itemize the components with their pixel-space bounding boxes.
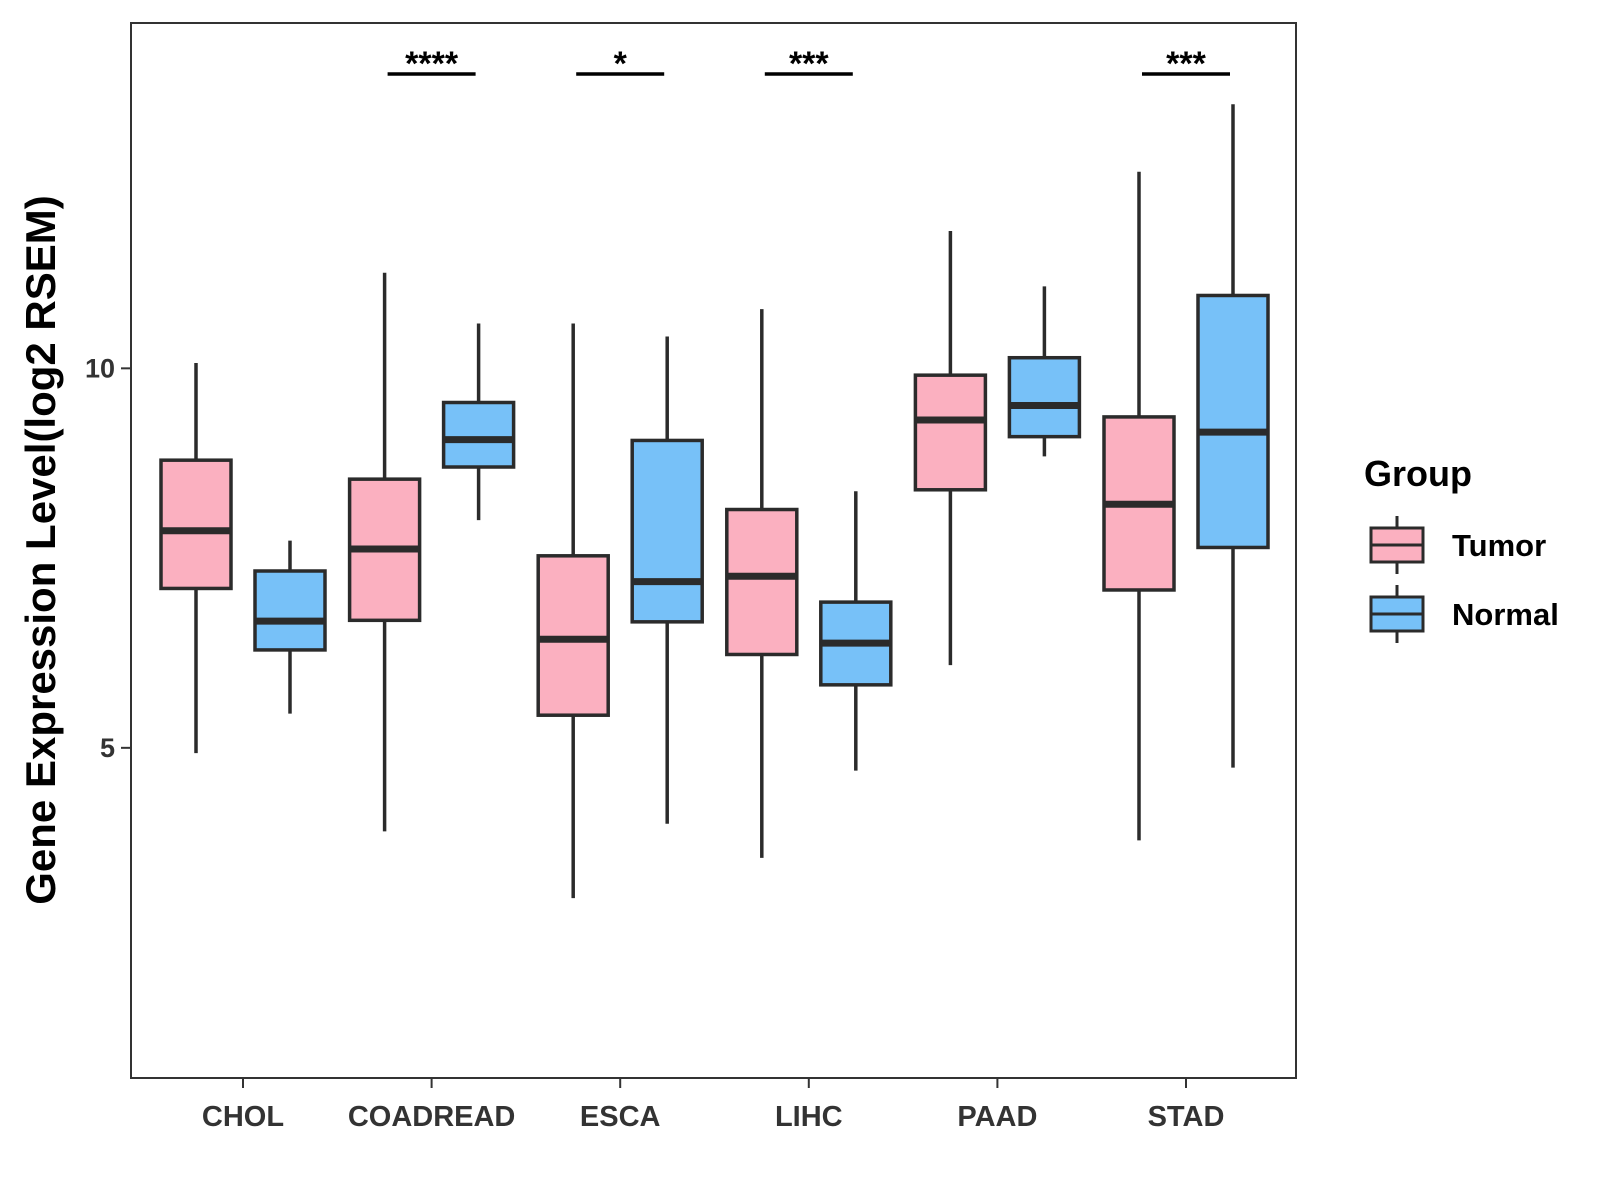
significance-label: * [614, 45, 628, 83]
box-body [1007, 355, 1082, 439]
legend-item-tumor: Tumor [1369, 516, 1546, 574]
x-tick-label: LIHC [775, 1101, 843, 1133]
box-body [913, 373, 988, 492]
y-axis: 5 10 [85, 353, 131, 763]
plot-panel [130, 22, 1297, 1079]
x-tick-label: PAAD [957, 1101, 1037, 1133]
box-chol-normal [253, 540, 327, 714]
y-tick-label: 5 [100, 733, 115, 763]
significance-label: *** [789, 45, 829, 83]
box-coadread-normal [441, 323, 516, 521]
significance-label: *** [1166, 45, 1206, 83]
significance-coadread: **** [387, 45, 476, 83]
box-body [159, 458, 233, 591]
box-chol-tumor [159, 363, 233, 754]
legend-label: Tumor [1452, 528, 1546, 563]
significance-esca: * [576, 45, 665, 83]
box-esca-tumor [536, 323, 610, 899]
legend-label: Normal [1452, 597, 1559, 632]
box-body [441, 400, 516, 469]
significance-group: **** * *** *** [387, 45, 1230, 83]
box-esca-normal [630, 336, 704, 824]
x-tick-label: CHOL [202, 1101, 284, 1133]
x-axis: CHOL COADREAD ESCA LIHC PAAD STAD [202, 1078, 1224, 1133]
x-tick-label: COADREAD [348, 1101, 516, 1133]
box-lihc-tumor [725, 309, 799, 858]
box-lihc-normal [819, 491, 893, 771]
legend: Group Tumor Normal [1364, 453, 1559, 643]
legend-title: Group [1364, 453, 1472, 494]
significance-lihc: *** [764, 45, 853, 83]
box-body [253, 569, 327, 652]
significance-label: **** [405, 45, 459, 83]
box-body [1196, 293, 1270, 550]
x-tick-label: ESCA [580, 1101, 661, 1133]
box-stad-normal [1196, 104, 1270, 768]
box-paad-tumor [913, 230, 988, 666]
box-paad-normal [1007, 286, 1082, 457]
box-coadread-tumor [347, 272, 422, 832]
y-axis-title: Gene Expression Level(log2 RSEM) [17, 195, 64, 905]
x-tick-label: STAD [1148, 1101, 1225, 1133]
significance-stad: *** [1142, 45, 1230, 83]
y-tick-label: 10 [85, 353, 115, 383]
box-body [536, 554, 610, 717]
legend-item-normal: Normal [1369, 585, 1559, 643]
box-body [630, 438, 704, 624]
box-group [159, 104, 1270, 899]
box-body [725, 507, 799, 657]
box-stad-tumor [1102, 171, 1176, 841]
